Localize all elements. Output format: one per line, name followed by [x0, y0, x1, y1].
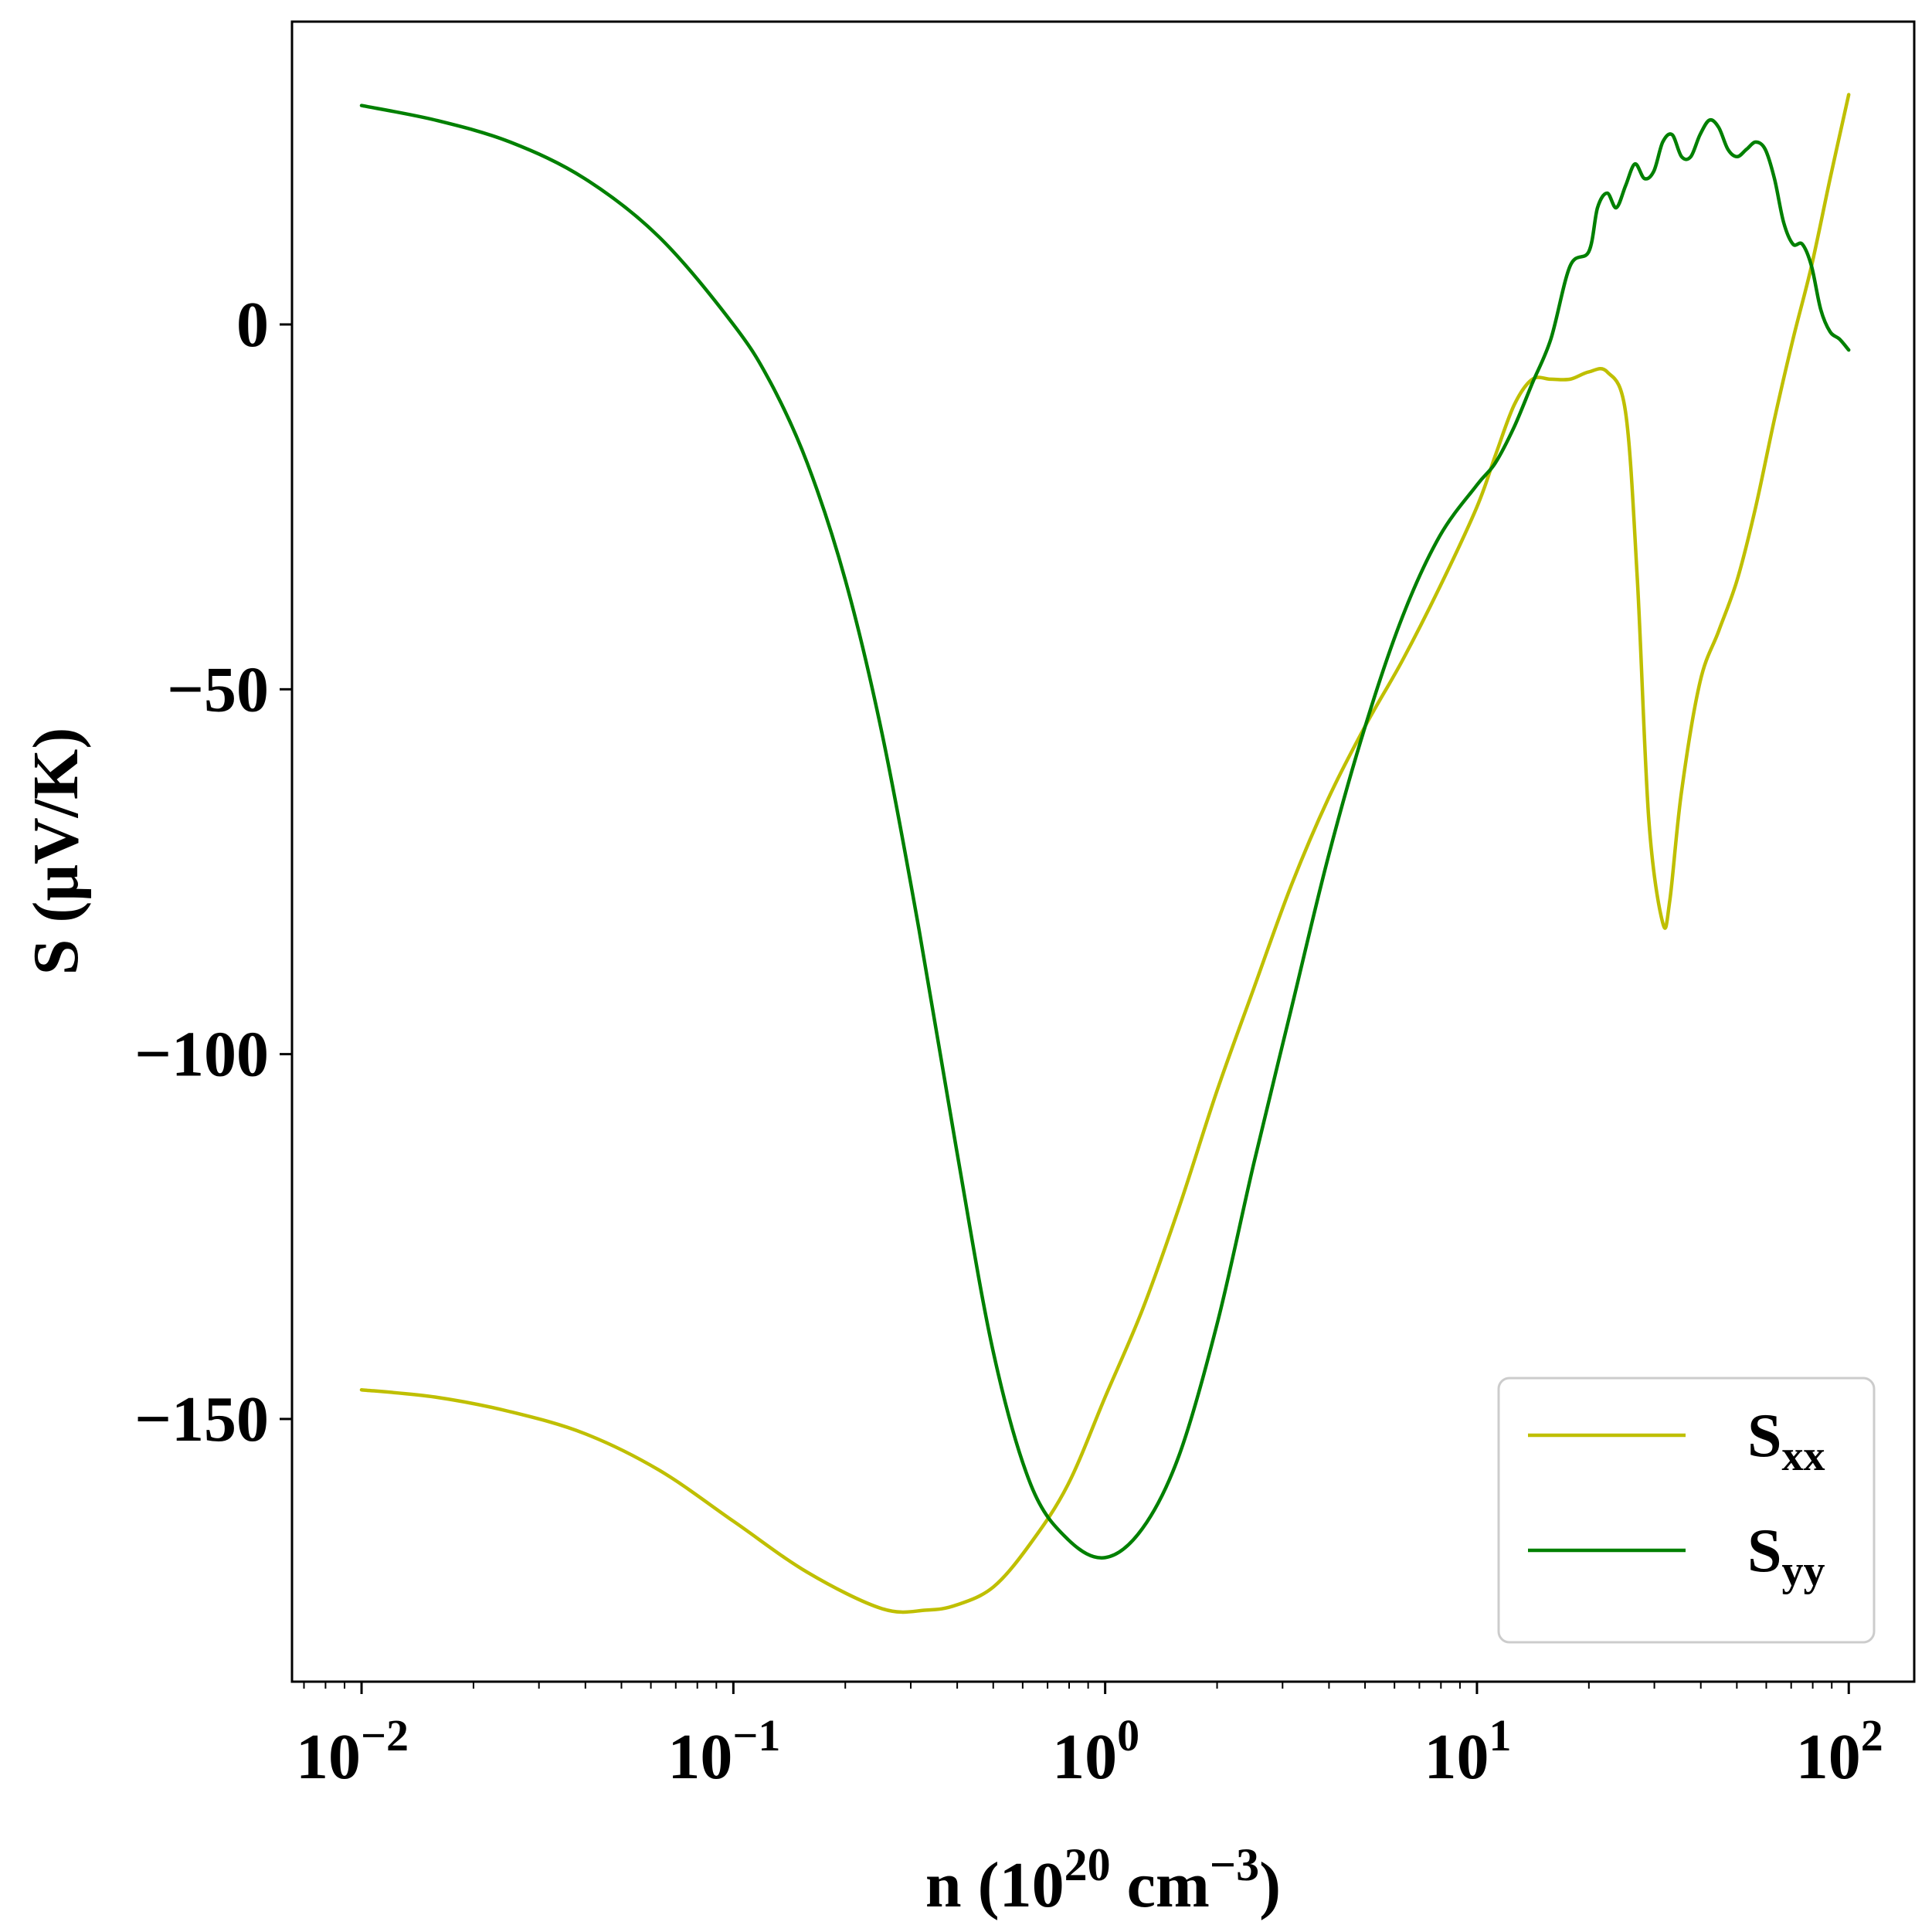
y-tick-label: −50 [167, 654, 269, 725]
x-tick-label: 100 [1052, 1710, 1139, 1793]
series-line-sxx [359, 93, 1851, 1614]
x-tick-label: 10−1 [667, 1710, 780, 1793]
plot-frame [290, 20, 1916, 1683]
y-tick-label: 0 [236, 289, 269, 361]
x-axis-label: n (1020 cm−3) [925, 1839, 1281, 1921]
legend: Sxx Syy [1497, 1377, 1876, 1644]
y-tick-label: −100 [134, 1019, 269, 1091]
legend-label-syy: Syy [1747, 1517, 1825, 1595]
x-tick-label: 102 [1796, 1710, 1883, 1793]
series-line-syy [359, 104, 1851, 1560]
y-axis-label: S (μV/K) [20, 728, 92, 976]
legend-box [1497, 1377, 1876, 1644]
legend-label-sxx: Sxx [1747, 1402, 1825, 1480]
x-tick-label: 101 [1424, 1710, 1511, 1793]
x-tick-label: 10−2 [296, 1710, 409, 1793]
x-axis-ticks: 10−2 10−1 100 101 102 [296, 1682, 1883, 1793]
y-tick-label: −150 [134, 1383, 269, 1455]
y-axis-ticks: 0 −50 −100 −150 [134, 289, 292, 1455]
series-layer [359, 93, 1851, 1614]
